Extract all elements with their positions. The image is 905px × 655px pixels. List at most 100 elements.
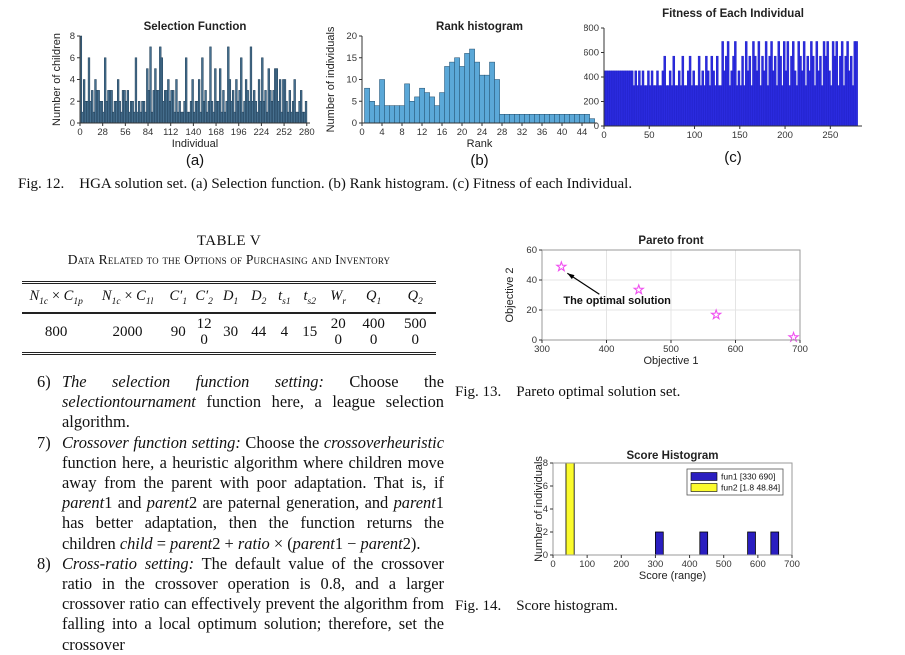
list-item-6: 6) The selection function setting: Choos… (20, 372, 444, 433)
svg-text:400: 400 (599, 344, 615, 355)
svg-text:700: 700 (784, 559, 800, 570)
svg-text:10: 10 (346, 75, 357, 86)
table-v-header-cell: Q2 (394, 282, 436, 314)
svg-text:(c): (c) (724, 149, 742, 166)
table-v-header-cell: ts1 (272, 282, 296, 314)
table-v-value-cell: 2000 (112, 323, 143, 340)
svg-text:4: 4 (379, 127, 384, 138)
fig13-caption-label: Fig. 13. (455, 384, 502, 400)
table-v-value-cell: 400 0 (362, 315, 385, 348)
svg-text:(a): (a) (186, 152, 204, 169)
svg-text:8: 8 (399, 127, 404, 138)
svg-text:Rank histogram: Rank histogram (436, 21, 523, 33)
svg-text:8: 8 (543, 458, 548, 469)
svg-text:500: 500 (663, 344, 679, 355)
svg-text:60: 60 (526, 245, 537, 256)
svg-text:8: 8 (70, 31, 75, 42)
svg-text:0: 0 (532, 335, 537, 346)
fig14-caption-text: Score histogram. (516, 598, 618, 614)
svg-text:Individual: Individual (172, 138, 218, 150)
svg-text:16: 16 (437, 127, 448, 138)
fitness-chart: 0 50 100 150 200 250 0 200 400 600 800 Fitness of E… (584, 8, 862, 166)
svg-text:5: 5 (352, 96, 357, 107)
table-v-value-cell: 15 (302, 323, 318, 340)
table-v-title: TABLE V (196, 233, 262, 249)
svg-text:168: 168 (208, 127, 224, 138)
svg-text:28: 28 (497, 127, 508, 138)
svg-text:28: 28 (97, 127, 108, 138)
svg-text:600: 600 (584, 48, 599, 59)
svg-text:200: 200 (584, 97, 599, 108)
svg-text:112: 112 (163, 127, 178, 138)
svg-text:0: 0 (70, 118, 75, 129)
svg-text:0: 0 (601, 130, 606, 141)
svg-text:56: 56 (120, 127, 131, 138)
svg-text:50: 50 (644, 130, 655, 141)
fig13-caption: Fig. 13. Pareto optimal solution set. (455, 384, 680, 401)
list-item-text: Cross-ratio setting: The default value o… (62, 553, 444, 654)
svg-text:4: 4 (543, 504, 548, 515)
rank-histogram-chart: 0 4 8 12 16 20 24 28 32 36 40 44 0 5 10 15 20 Rank histog… (325, 21, 597, 169)
svg-text:4: 4 (70, 75, 75, 86)
pareto-front-chart: 300 400 500 600 700 0 20 40 60 Pareto front Object… (504, 235, 808, 367)
svg-text:12: 12 (417, 127, 428, 138)
svg-text:(b): (b) (470, 152, 488, 169)
svg-text:0: 0 (352, 118, 357, 129)
svg-text:252: 252 (276, 127, 292, 138)
table-v-header-cell: C′2 (191, 282, 217, 314)
paper-page: 0 28 56 84 112 140 168 196 224 252 280 0 2 4 6 8 Selecti… (18, 8, 862, 654)
table-v-header-cell: N1c × C1l (90, 282, 165, 314)
table-v-header-cell: ts2 (295, 282, 324, 314)
table-v-header-cell: Wr (323, 282, 353, 314)
svg-text:40: 40 (557, 127, 568, 138)
score-histogram-chart: 0 100 200 300 400 500 600 700 0 2 4 6 8 Score Histogr… (533, 450, 800, 582)
svg-text:Rank: Rank (467, 138, 493, 150)
svg-text:500: 500 (716, 559, 732, 570)
table-v-grid: N1c × C1p N1c × C1l C′1 C′2 D1 D2 ts1 ts2 Wr Q1 Q2… (22, 281, 436, 356)
table-v-value-cell: 20 0 (330, 315, 346, 348)
svg-text:300: 300 (647, 559, 663, 570)
svg-text:The optimal solution: The optimal solution (563, 295, 671, 307)
table-v: TABLE V Data Related to the Options of P… (22, 233, 436, 356)
svg-text:600: 600 (750, 559, 766, 570)
table-v-value-cell: 12 0 (196, 315, 212, 348)
svg-text:20: 20 (346, 31, 357, 42)
svg-text:Pareto front: Pareto front (638, 235, 703, 247)
list-item-number: 6) (37, 372, 51, 391)
svg-text:Number of individuals: Number of individuals (325, 26, 337, 132)
svg-text:196: 196 (231, 127, 247, 138)
table-v-value-cell: 90 (170, 323, 186, 340)
svg-text:Objective 2: Objective 2 (504, 267, 516, 322)
fig12-caption: Fig. 12. HGA solution set. (a) Selection … (18, 176, 632, 193)
fig12-caption-text: HGA solution set. (a) Selection function… (79, 176, 633, 192)
svg-text:6: 6 (543, 481, 548, 492)
svg-text:Fitness of Each Individual: Fitness of Each Individual (662, 8, 804, 20)
svg-text:140: 140 (185, 127, 201, 138)
fig12-caption-label: Fig. 12. (18, 176, 65, 192)
svg-text:24: 24 (477, 127, 488, 138)
svg-text:100: 100 (687, 130, 703, 141)
list-item-7: 7) Crossover function setting: Choose th… (20, 433, 444, 554)
table-v-value-cell: 44 (251, 323, 267, 340)
svg-text:20: 20 (526, 305, 537, 316)
svg-text:40: 40 (526, 275, 537, 286)
table-v-header-cell: D2 (244, 282, 273, 314)
list-item-number: 7) (37, 432, 51, 452)
table-v-subtitle: Data Related to the Options of Purchasin… (67, 252, 391, 267)
svg-text:Number of individuals: Number of individuals (533, 456, 545, 562)
svg-text:20: 20 (457, 127, 468, 138)
svg-text:2: 2 (70, 96, 75, 107)
table-v-value-cell: 800 (44, 323, 68, 340)
svg-text:280: 280 (299, 127, 315, 138)
fig14-caption: Fig. 14. Score histogram. (455, 598, 618, 615)
svg-text:0: 0 (550, 559, 555, 570)
svg-text:36: 36 (537, 127, 548, 138)
svg-text:fun1 [330 690]: fun1 [330 690] (721, 472, 775, 482)
list-item-text: Crossover function setting: Choose the c… (62, 432, 444, 553)
table-v-header-cell: Q1 (352, 282, 395, 314)
svg-text:84: 84 (143, 127, 154, 138)
table-v-header-cell: N1c × C1p (22, 282, 91, 314)
svg-text:200: 200 (777, 130, 793, 141)
svg-text:Number of children: Number of children (51, 33, 63, 126)
list-item-text: The selection function setting: Choose t… (62, 372, 444, 432)
